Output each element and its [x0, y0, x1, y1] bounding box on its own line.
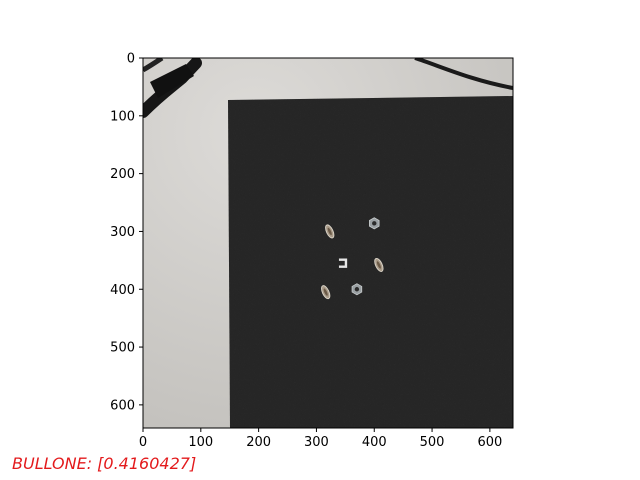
photo — [143, 58, 513, 428]
nut-bottom — [351, 283, 363, 296]
axes-frame — [142, 57, 514, 429]
bracket-center — [338, 258, 348, 268]
objects-layer — [321, 217, 384, 300]
nut-top-right — [368, 217, 380, 230]
cable-right — [414, 58, 513, 90]
cable-thin — [143, 58, 164, 73]
x-tick-label: 300 — [304, 435, 329, 450]
prediction-caption: BULLONE: [0.4160427] — [12, 454, 197, 473]
x-tick-label: 600 — [477, 435, 502, 450]
y-tick-label: 300 — [110, 225, 135, 240]
x-tick-label: 500 — [420, 435, 445, 450]
connector-plug — [150, 64, 194, 98]
y-tick-label: 600 — [110, 398, 135, 413]
y-tick-label: 200 — [110, 167, 135, 182]
x-tick-label: 200 — [246, 435, 271, 450]
screw-left-top — [325, 224, 335, 239]
x-axis: 0 100 200 300 400 500 600 — [139, 428, 502, 450]
y-tick-label: 0 — [127, 52, 135, 67]
foam-mat — [228, 96, 513, 428]
screw-right — [374, 257, 384, 272]
y-tick-label: 400 — [110, 283, 135, 298]
y-tick-label: 500 — [110, 341, 135, 356]
x-tick-label: 400 — [362, 435, 387, 450]
x-tick-label: 0 — [139, 435, 147, 450]
y-axis: 0 100 200 300 400 500 600 — [110, 52, 143, 413]
x-tick-label: 100 — [188, 435, 213, 450]
screw-left-bottom — [321, 285, 331, 300]
y-tick-label: 100 — [110, 109, 135, 124]
